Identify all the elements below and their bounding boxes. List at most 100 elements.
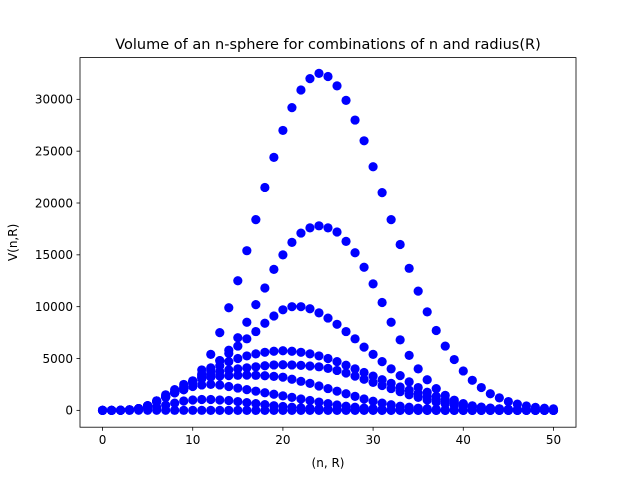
x-tick-label: 0 [99,433,107,447]
data-point [323,313,333,323]
data-point [215,395,225,405]
y-axis-label: V(n,R) [6,224,20,261]
data-point [512,405,522,415]
data-point [224,395,234,406]
data-point [422,405,432,415]
data-point [386,317,396,327]
data-point [377,405,387,415]
data-point [161,405,171,415]
data-point [287,374,297,384]
data-point [386,214,396,225]
data-point [170,405,180,415]
data-point [278,372,288,382]
data-point [350,371,360,381]
data-point [278,360,288,370]
data-point [341,389,351,399]
data-point [350,364,360,374]
data-point [503,396,513,407]
y-tick-label: 25000 [35,144,73,158]
data-point [197,365,207,375]
data-point [404,385,414,395]
data-point [233,341,243,351]
data-point [467,405,477,415]
data-point [440,390,450,400]
data-point [395,382,405,392]
data-point [242,334,252,344]
data-point [115,405,126,415]
data-point [458,399,468,409]
data-point [332,405,342,415]
data-point [224,381,234,392]
data-point [224,405,234,415]
data-point [359,394,369,404]
data-point [179,396,189,406]
x-tick-label: 20 [275,433,290,447]
data-point [97,405,108,415]
data-point [287,392,297,402]
data-point [458,405,468,415]
data-point [350,391,360,401]
data-point [323,383,333,394]
data-point [206,405,216,415]
data-point [314,68,324,79]
data-point [413,382,423,393]
data-point [143,405,153,415]
data-point [296,405,306,415]
data-point [350,248,360,258]
data-point [386,378,396,388]
data-point [440,405,450,415]
data-point [260,318,270,328]
data-point [314,308,324,318]
data-point [233,364,243,374]
data-point [359,374,369,384]
data-point [314,397,324,407]
x-axis: 0 10 20 30 40 50 [99,427,561,447]
y-tick-label: 20000 [35,196,73,210]
y-tick-label: 30000 [35,93,73,107]
data-point [377,398,387,408]
data-point [233,353,243,364]
data-point [521,405,532,415]
data-point [233,276,243,286]
data-point [215,355,225,366]
data-point [287,405,297,415]
data-point [242,385,252,395]
data-point [197,405,207,415]
data-point [485,389,495,399]
data-point [314,381,324,391]
data-point [485,405,495,415]
data-point [359,136,369,146]
data-point [242,363,252,373]
data-point [251,405,261,415]
data-point [341,236,351,246]
data-point [242,370,252,380]
data-point [260,361,270,371]
data-point [476,405,486,415]
data-point [224,303,234,313]
data-point [269,152,279,162]
data-point [206,349,216,359]
data-point [215,328,225,338]
data-point [368,371,378,381]
data-point [458,366,468,376]
data-point [368,349,378,359]
data-point [269,311,279,321]
data-point [278,391,288,401]
data-point [350,115,360,125]
y-tick-label: 0 [65,404,73,418]
data-point [260,182,270,193]
data-point [404,377,414,387]
data-point [449,395,459,405]
data-point [296,376,306,386]
data-point [395,371,405,381]
data-point [368,162,378,172]
data-point [377,188,387,198]
data-point [179,405,189,415]
data-point [548,405,559,415]
data-point [224,365,234,375]
y-tick-label: 5000 [42,352,73,366]
data-point [125,405,135,415]
data-point [341,95,351,105]
data-point [287,237,297,247]
data-point [206,394,216,405]
